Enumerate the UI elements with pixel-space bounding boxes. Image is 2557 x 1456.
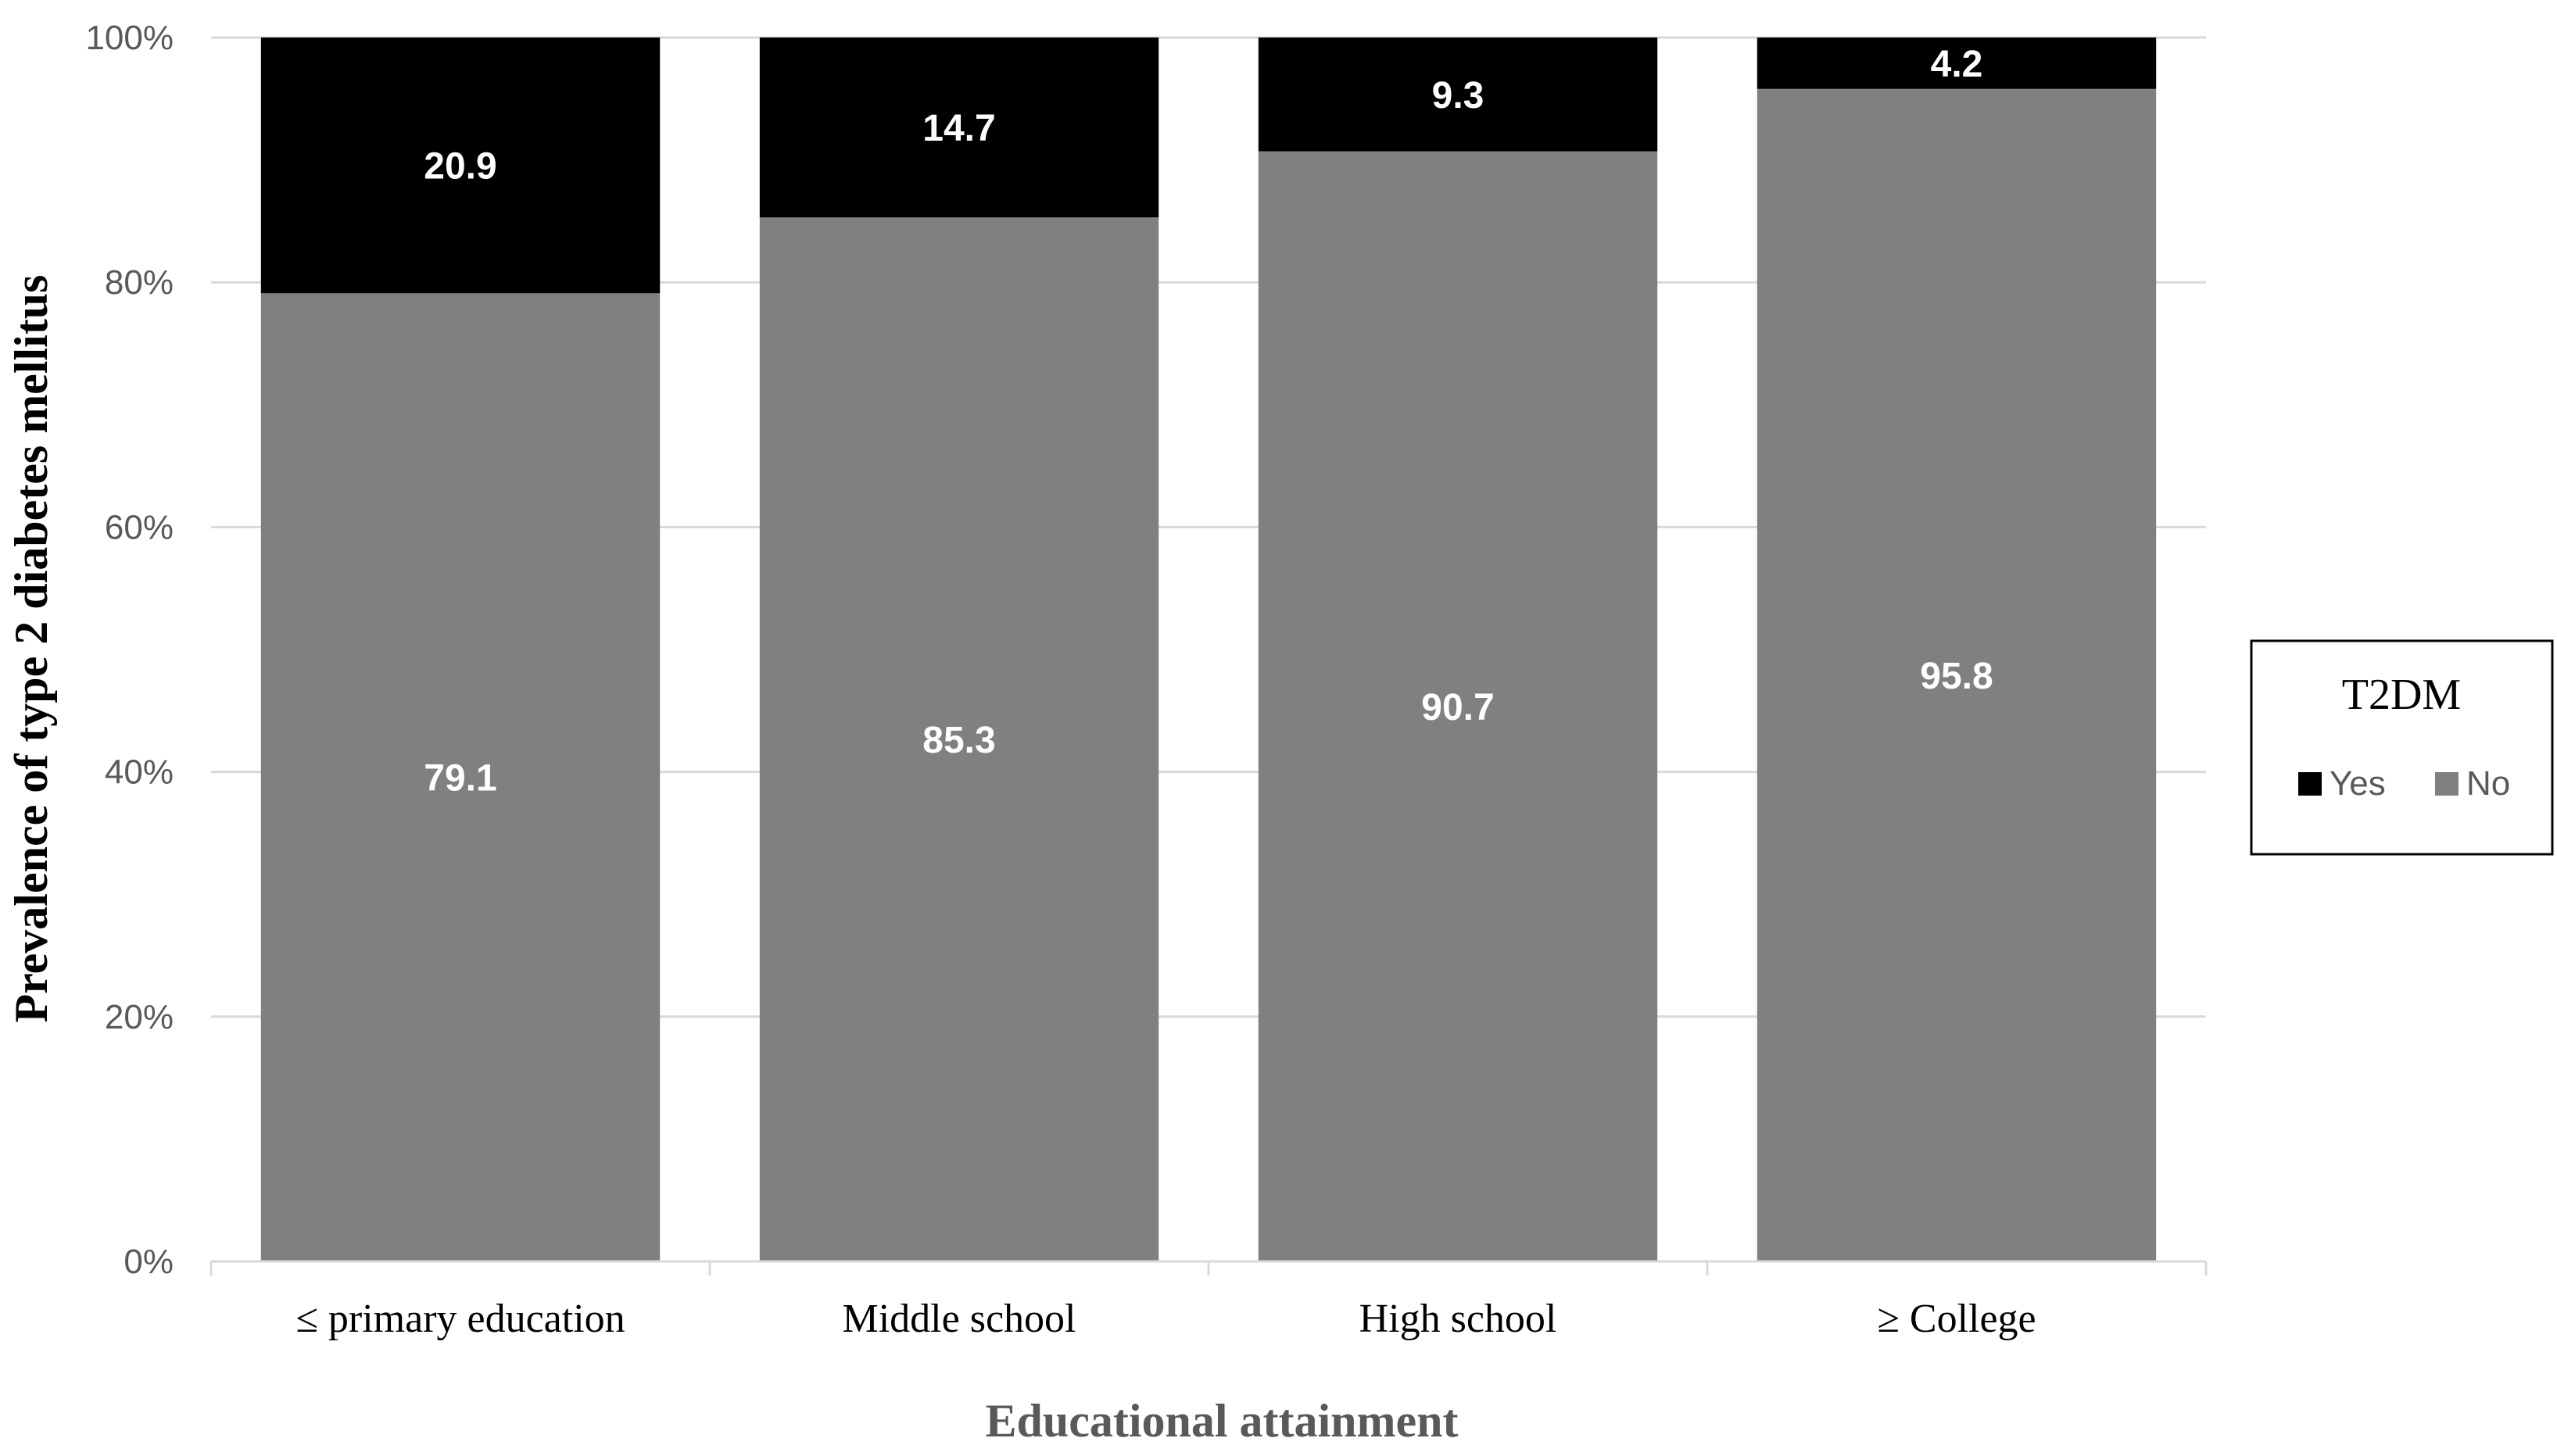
data-label: 20.9 <box>424 146 496 188</box>
legend-title: T2DM <box>2342 671 2461 719</box>
y-tick-label: 40% <box>105 753 174 792</box>
data-label: 9.3 <box>1432 75 1484 116</box>
labels: 0% 20% 40% 60% 80% 100% 79.1 20.9 ≤ primary educ… <box>85 19 2036 1341</box>
y-tick-label: 20% <box>105 998 174 1036</box>
legend-swatch-yes <box>2298 772 2322 796</box>
legend-entries: Yes No <box>2298 764 2510 803</box>
data-label: 4.2 <box>1931 44 1983 85</box>
legend-label: No <box>2466 764 2510 803</box>
x-tick-label: Middle school <box>843 1297 1076 1341</box>
x-tick-label: ≤ primary education <box>295 1297 625 1341</box>
x-tick-label: High school <box>1359 1297 1557 1341</box>
bar-segment-yes <box>1757 38 2157 89</box>
bar-segment-yes <box>260 38 661 294</box>
y-tick-label: 80% <box>105 263 174 302</box>
legend-box <box>2250 639 2554 856</box>
legend-label: Yes <box>2330 764 2386 803</box>
bar-segment-no <box>1258 151 1658 1262</box>
y-tick-label: 60% <box>105 508 174 546</box>
legend-swatch-no <box>2435 772 2459 796</box>
y-tick-label: 100% <box>85 19 174 57</box>
bars <box>260 38 2157 1262</box>
bar-segment-yes <box>1258 38 1658 152</box>
x-tick-label: ≥ College <box>1877 1297 2036 1341</box>
data-label: 85.3 <box>922 720 995 761</box>
bar-segment-no <box>260 293 661 1262</box>
bar-segment-no <box>1757 88 2157 1262</box>
data-label: 90.7 <box>1421 687 1494 728</box>
axes <box>210 1260 2208 1275</box>
data-label: 95.8 <box>1920 656 1993 697</box>
bar-segment-yes <box>759 38 1159 218</box>
y-axis-title: Prevalence of type 2 diabetes mellitus <box>5 274 57 1022</box>
data-label: 79.1 <box>424 758 496 800</box>
y-tick-label: 0% <box>124 1243 174 1281</box>
data-label: 14.7 <box>922 108 995 149</box>
bar-segment-no <box>759 217 1159 1261</box>
legend: T2DM Yes No <box>2250 639 2554 856</box>
x-axis-title: Educational attainment <box>985 1395 1458 1447</box>
